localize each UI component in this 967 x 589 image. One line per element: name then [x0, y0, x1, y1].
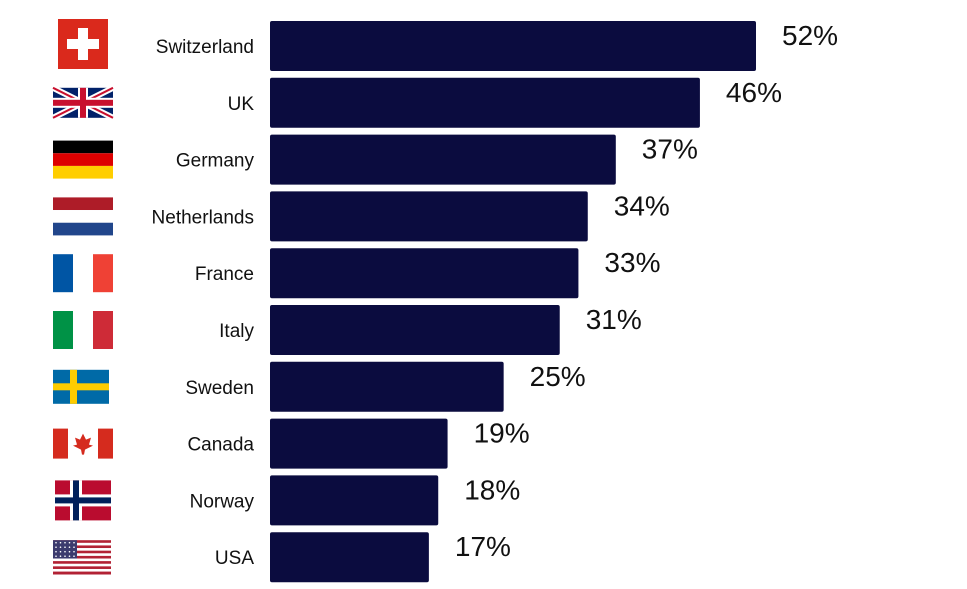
- value-label-norway: 18%: [464, 474, 520, 505]
- category-label-netherlands: Netherlands: [152, 207, 254, 228]
- norway-flag-icon: [55, 480, 111, 521]
- value-label-germany: 37%: [642, 134, 698, 165]
- value-label-usa: 17%: [455, 531, 511, 562]
- usa-flag-icon: [53, 540, 111, 575]
- bar-norway: [270, 475, 439, 526]
- bar-france: [270, 248, 579, 299]
- category-label-uk: UK: [228, 94, 255, 115]
- category-label-norway: Norway: [190, 491, 255, 512]
- bar-germany: [270, 134, 616, 185]
- bar-canada: [270, 418, 448, 469]
- value-label-uk: 46%: [726, 77, 782, 108]
- sweden-flag-icon: [53, 369, 109, 404]
- switzerland-flag-icon: [58, 19, 108, 69]
- italy-flag-icon: [53, 311, 113, 349]
- category-label-canada: Canada: [187, 435, 254, 456]
- value-label-canada: 19%: [474, 418, 530, 449]
- value-label-netherlands: 34%: [614, 190, 670, 221]
- france-flag-icon: [53, 254, 113, 293]
- bar-uk: [270, 77, 700, 128]
- category-label-usa: USA: [215, 548, 254, 569]
- bar-sweden: [270, 361, 504, 412]
- value-label-italy: 31%: [586, 304, 642, 335]
- category-label-france: France: [195, 264, 254, 285]
- netherlands-flag-icon: [53, 197, 113, 236]
- germany-flag-icon: [53, 140, 113, 179]
- value-label-france: 33%: [604, 247, 660, 278]
- bar-netherlands: [270, 191, 588, 242]
- uk-flag-icon: [51, 85, 115, 121]
- category-label-sweden: Sweden: [185, 378, 254, 399]
- value-label-switzerland: 52%: [782, 20, 838, 51]
- bar-switzerland: [270, 21, 756, 71]
- category-label-italy: Italy: [219, 321, 254, 342]
- value-label-sweden: 25%: [530, 361, 586, 392]
- bar-usa: [270, 532, 429, 583]
- canada-flag-icon: [53, 428, 113, 459]
- category-label-switzerland: Switzerland: [156, 37, 254, 58]
- category-label-germany: Germany: [176, 151, 255, 172]
- bar-italy: [270, 305, 560, 355]
